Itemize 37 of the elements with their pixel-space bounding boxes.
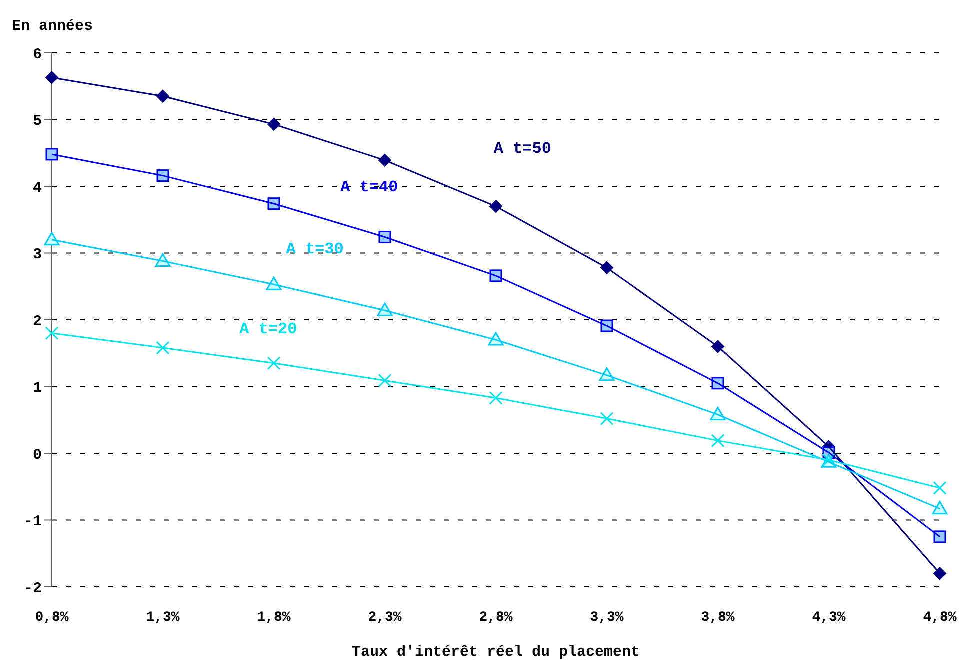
y-tick-label: 4 xyxy=(32,180,42,197)
y-tick-label: 6 xyxy=(32,46,42,64)
point xyxy=(46,148,58,161)
point xyxy=(711,434,725,448)
point xyxy=(934,567,946,580)
point xyxy=(156,341,170,355)
x-tick-label: 1,8% xyxy=(257,610,292,626)
point xyxy=(489,391,503,405)
x-tick-label: 0,8% xyxy=(35,610,70,626)
series-label: A t=20 xyxy=(240,320,298,339)
point xyxy=(933,481,947,495)
y-tick-label: 3 xyxy=(32,246,42,264)
x-axis-title: Taux d'intérêt réel du placement xyxy=(352,644,640,661)
point xyxy=(46,71,58,84)
x-tick-label: 1,3% xyxy=(146,610,180,626)
y-tick-label: 1 xyxy=(32,380,42,398)
y-tick-label: 2 xyxy=(32,313,42,330)
series-label: A t=40 xyxy=(340,178,398,196)
x-tick-label: 4,8% xyxy=(923,610,958,626)
y-tick-label: -1 xyxy=(24,514,42,531)
y-tick-label: 5 xyxy=(32,113,42,130)
y-axis-title: En années xyxy=(12,18,94,35)
point xyxy=(932,501,948,515)
x-tick-label: 3,3% xyxy=(590,610,624,626)
x-tick-label: 4,3% xyxy=(812,610,846,626)
x-tick-label: 2,3% xyxy=(368,610,402,626)
point xyxy=(600,412,614,426)
point xyxy=(45,326,59,340)
x-tick-label: 3,8% xyxy=(701,610,736,626)
y-tick-label: -2 xyxy=(24,580,42,598)
point xyxy=(934,530,946,544)
x-tick-label: 2,8% xyxy=(479,610,514,626)
y-tick-label: 0 xyxy=(32,446,42,464)
point xyxy=(267,356,281,370)
text: A t=50 xyxy=(494,140,552,158)
point xyxy=(378,374,392,388)
series-label: A t=30 xyxy=(286,240,344,259)
